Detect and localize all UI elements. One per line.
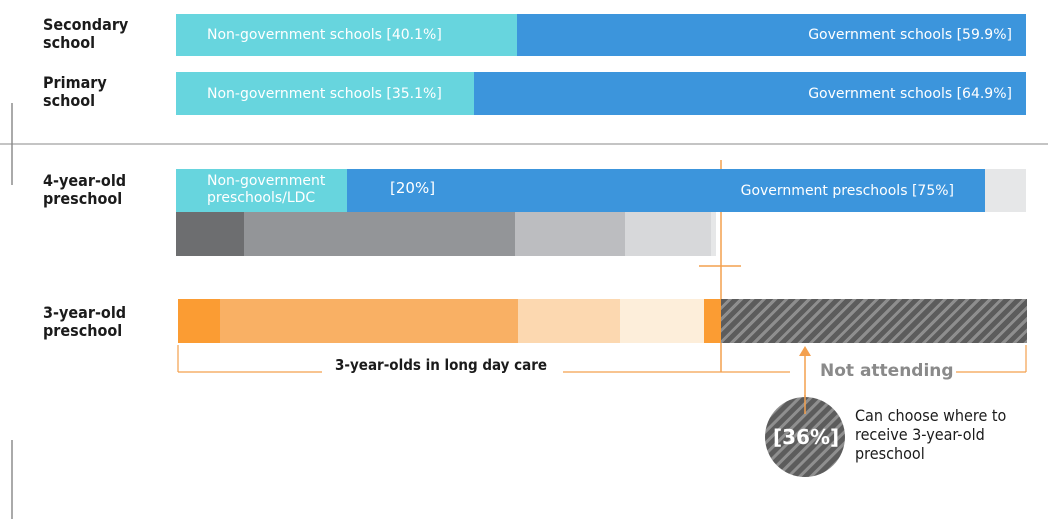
bar-4yo-seg-1: Government preschools [75%]: [347, 169, 985, 212]
row-label-4yo: 4-year-old preschool: [43, 171, 127, 208]
bar-primary-seg-1: Government schools [64.9%]: [474, 72, 1026, 115]
bar-4yo-seg-2: [985, 169, 1026, 212]
bar-3yo-seg-2: [518, 299, 620, 343]
bar-3yo-seg-4: [704, 299, 721, 343]
bar-3yo-seg-3: [620, 299, 704, 343]
bar-4yo-sub-seg-4: [711, 212, 716, 256]
bar-4yo-seg-0: Non-government preschools/LDC: [176, 169, 347, 212]
choice-value-label: [36%]: [773, 425, 840, 449]
choice-circle: [765, 397, 845, 477]
choice-arrow-head: [799, 346, 811, 356]
bar-4yo-sub-seg-2: [515, 212, 625, 256]
bar-seg-label: Non-government schools [35.1%]: [207, 85, 442, 102]
long-day-care-label: 3-year-olds in long day care: [335, 356, 548, 374]
bar-4yo-sub-seg-3: [625, 212, 711, 256]
bar-primary-seg-0: Non-government schools [35.1%]: [176, 72, 475, 115]
not-attending-label: Not attending: [820, 361, 954, 381]
bar-seg-label: Government schools [59.9%]: [808, 27, 1012, 43]
bar-3yo-seg-1: [220, 299, 518, 343]
bar-seg-label: Non-government preschools/LDC: [207, 173, 326, 206]
bar-3yo-seg-0: [178, 299, 220, 343]
choice-text-label: Can choose where to receive 3-year-old p…: [855, 406, 1007, 463]
bar-3yo-seg-5: [721, 299, 1027, 343]
bar-seg-label: Non-government schools [40.1%]: [207, 27, 442, 43]
row-label-3yo: 3-year-old preschool: [43, 303, 127, 340]
gov-4yo-share-label: [20%]: [390, 179, 436, 197]
bar-seg-label: Government schools [64.9%]: [808, 85, 1012, 102]
row-label-primary: Primary school: [43, 73, 107, 110]
bar-4yo-sub-seg-1: [244, 212, 515, 256]
row-label-secondary: Secondary school: [43, 15, 129, 52]
bar-secondary-seg-0: Non-government schools [40.1%]: [176, 14, 517, 56]
bar-secondary-seg-1: Government schools [59.9%]: [516, 14, 1026, 56]
bar-4yo-sub-seg-0: [176, 212, 244, 256]
bar-seg-label: Government preschools [75%]: [740, 182, 954, 199]
